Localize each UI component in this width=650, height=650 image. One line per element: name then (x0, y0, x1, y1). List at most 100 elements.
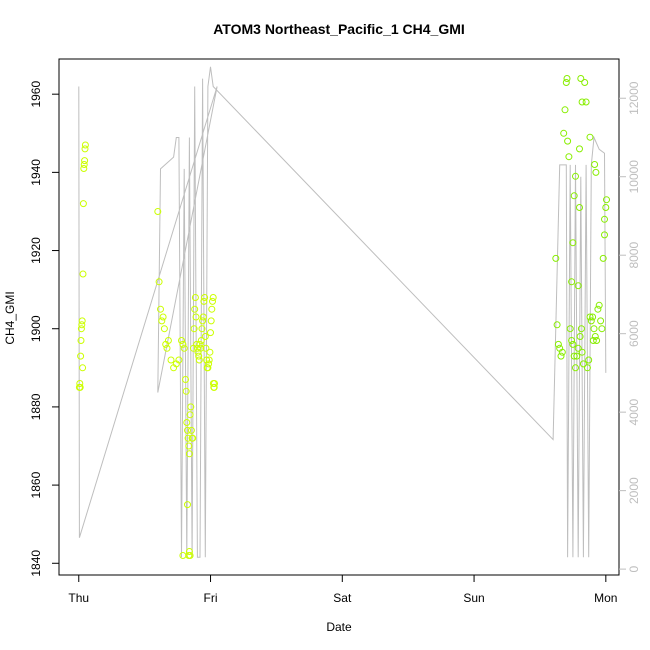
ch4-point (572, 172, 579, 180)
ch4-point (80, 161, 88, 168)
ch4-point (205, 360, 213, 368)
ch4-point (573, 352, 581, 360)
ch4-point (77, 325, 85, 333)
ch4-point (204, 364, 212, 372)
ch4-point (564, 137, 572, 145)
ch4-point (79, 364, 87, 372)
y-left-tick-label: 1840 (29, 550, 43, 577)
ch4-point (187, 403, 195, 411)
ch4-point (200, 297, 208, 305)
ch4-point (594, 305, 602, 313)
ch4-point (602, 204, 610, 211)
ch4-point (191, 294, 199, 301)
ch4-point (579, 360, 587, 368)
ch4-point (199, 313, 207, 321)
ch4-point (590, 325, 598, 333)
ch4-point (582, 98, 590, 106)
ch4-point (586, 133, 594, 141)
ch4-point (577, 75, 585, 82)
y-right-tick-label: 12000 (627, 81, 641, 115)
ch4-point (163, 344, 171, 352)
ch4-point (592, 168, 600, 176)
ch4-point (586, 313, 594, 321)
ch4-point (193, 340, 201, 348)
ch4-point (601, 231, 608, 239)
ch4-point (211, 380, 218, 387)
y-axis-left: 1840 1860 1880 1900 1920 1940 1960 (29, 81, 59, 577)
ch4-point (562, 79, 570, 86)
ch4-point (589, 313, 597, 321)
ch4-point (175, 356, 183, 364)
ch4-point (179, 340, 187, 348)
ch4-point (569, 340, 577, 348)
ch4-point (77, 352, 85, 360)
altitude-line (78, 66, 607, 558)
ch4-point (187, 426, 195, 434)
ch4-point (568, 337, 576, 344)
ch4-point (81, 157, 89, 165)
ch4-point (185, 548, 193, 555)
ch4-point (201, 294, 209, 301)
ch4-point (209, 294, 217, 301)
ch4-point (585, 356, 593, 364)
ch4-point (557, 352, 565, 360)
ch4-point (192, 313, 200, 321)
y-axis-right: 0 2000 4000 6000 8000 10000 12000 (619, 81, 641, 572)
ch4-point (591, 161, 599, 168)
ch4-point (598, 325, 606, 333)
ch4-point (178, 337, 185, 344)
ch4-point (183, 419, 191, 426)
ch4-point (196, 340, 204, 348)
ch4-point (581, 79, 589, 86)
ch4-point (560, 129, 568, 137)
ch4-point (157, 305, 164, 313)
ch4-point (190, 325, 198, 333)
ch4-point (185, 450, 193, 458)
ch4-point (599, 254, 607, 262)
ch4-point (207, 317, 215, 325)
ch4-point (561, 106, 569, 114)
ch4-point (78, 317, 86, 325)
ch4-point (197, 344, 205, 352)
ch4-point (565, 153, 573, 161)
ch4-point (180, 344, 188, 352)
ch4-point (191, 305, 199, 313)
y-left-tick-label: 1940 (29, 159, 43, 186)
ch4-point (159, 313, 167, 321)
y-left-tick-label: 1880 (29, 393, 43, 420)
ch4-point (164, 337, 172, 344)
ch4-point (189, 434, 197, 442)
ch4-point (570, 192, 578, 200)
x-axis: Thu Fri Sat Sun Mon (68, 575, 617, 605)
ch4-point (601, 215, 608, 223)
y-right-tick-label: 0 (627, 565, 641, 572)
ch4-point (76, 380, 84, 387)
ch4-point (155, 278, 163, 286)
y-left-tick-label: 1860 (29, 471, 43, 498)
ch4-point (79, 270, 87, 278)
ch4-point (578, 98, 586, 106)
y-right-tick-label: 2000 (627, 477, 641, 504)
x-axis-label: Date (326, 620, 352, 634)
ch4-point (184, 501, 191, 509)
ch4-point (210, 383, 218, 391)
ch4-point (593, 337, 601, 344)
ch4-point (576, 333, 584, 340)
ch4-point (158, 317, 166, 325)
ch4-point (182, 387, 190, 395)
ch4-point (591, 333, 599, 340)
ch4-point (572, 364, 579, 372)
y-right-tick-label: 10000 (627, 160, 641, 194)
ch4-point (195, 352, 203, 360)
ch4-point (184, 426, 191, 434)
ch4-point (569, 239, 577, 247)
ch4-point (578, 348, 586, 356)
ch4-point (81, 145, 89, 153)
ch4-point (77, 337, 85, 344)
ch4-point (570, 352, 578, 360)
x-tick-label: Thu (68, 591, 89, 605)
ch4-point (568, 278, 576, 286)
ch4-point (206, 348, 214, 356)
y-right-tick-label: 6000 (627, 320, 641, 347)
